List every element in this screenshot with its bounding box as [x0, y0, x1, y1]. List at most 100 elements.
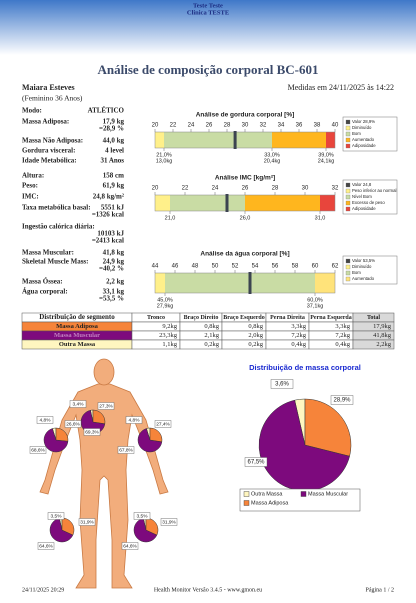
- gauge-threshold-label: 27,9kg: [157, 303, 174, 309]
- gauge-zone: [155, 273, 165, 293]
- gauge-tick-label: 30: [242, 123, 249, 129]
- field-label: Massa Muscular:: [22, 249, 74, 257]
- field-value: 33,1 kg: [103, 288, 125, 296]
- table-header: Tronco: [147, 315, 165, 321]
- gauge-threshold-label: 33,0%: [264, 152, 280, 158]
- pie-label-box: [133, 512, 151, 520]
- table-header: Braço Direito: [184, 315, 219, 321]
- gauge-tick-label: 22: [182, 186, 189, 192]
- legend-text: Excesso de peso: [352, 200, 385, 205]
- pie-label-box: [125, 416, 143, 424]
- pie-slice: [92, 409, 106, 425]
- field-value: 44,0 kg: [103, 137, 125, 145]
- legend-swatch: [345, 137, 351, 143]
- field-value: 5551 kJ: [101, 204, 125, 212]
- legend-swatch: [345, 125, 351, 131]
- gauge-title: Análise da água corporal [%]: [200, 251, 289, 258]
- gauge-threshold-label: 20,4kg: [264, 158, 281, 164]
- gauge-tick-label: 54: [252, 264, 259, 270]
- pie-label-box: [97, 402, 115, 410]
- patient-details: (Feminino 36 Anos): [22, 94, 83, 103]
- header-band: [0, 0, 416, 55]
- pie-label: 27,4%: [156, 421, 170, 427]
- gauge-threshold-label: 24,1kg: [318, 158, 335, 164]
- table-header: Braço Esquerdo: [223, 315, 265, 321]
- legend-text: Diminuído: [352, 125, 372, 130]
- gauge-tick-label: 20: [152, 186, 159, 192]
- pie-label: 3,6%: [275, 382, 289, 388]
- gauge-tick-label: 26: [206, 123, 213, 129]
- gauge-tick-label: 32: [332, 186, 339, 192]
- gauge-tick-label: 52: [232, 264, 239, 270]
- legend-text: Aumentado: [352, 276, 375, 281]
- table-value: Massa Adiposa: [56, 323, 98, 330]
- gauge-tick-label: 36: [296, 123, 303, 129]
- legend-swatch: [345, 206, 351, 212]
- pie-label-box: [244, 457, 268, 467]
- table-value: 9,2kg: [162, 323, 177, 330]
- legend-text: Bom: [352, 131, 361, 136]
- table-value: 2,2kg: [376, 341, 391, 348]
- table-value: 3,3kg: [291, 323, 306, 330]
- legend-swatch: [243, 500, 250, 506]
- legend-swatch: [345, 182, 351, 188]
- field-value: =1326 kcal: [92, 211, 124, 219]
- table-header: Total: [367, 315, 380, 321]
- gauge-threshold-label: 21,0%: [156, 152, 172, 158]
- gauge-tick-label: 62: [332, 264, 339, 270]
- legend-swatch: [345, 143, 351, 149]
- legend-text: Adiposidade: [352, 206, 376, 211]
- pie-label-box: [29, 446, 47, 454]
- field-label: Modo:: [22, 107, 42, 115]
- table-header: Perna Esquerda: [310, 315, 352, 321]
- table-value: 41,8kg: [373, 332, 392, 339]
- field-value: 24,8 kg/m²: [93, 193, 124, 201]
- legend-swatch: [300, 491, 307, 497]
- pie-label-box: [160, 518, 178, 526]
- table-value: 0,2kg: [204, 341, 219, 348]
- pie-label: 28,9%: [333, 398, 351, 404]
- gauge-zone: [245, 195, 320, 211]
- pie-label: 31,9%: [162, 519, 176, 525]
- gauge-tick-label: 24: [188, 123, 195, 129]
- pie-slice: [304, 398, 352, 457]
- footer-date: 24/11/2025 20:29: [22, 587, 64, 593]
- body-head: [93, 358, 115, 386]
- pie-label-box: [83, 428, 101, 436]
- gauge-tick-label: 50: [212, 264, 219, 270]
- measured: Medidas em 24/11/2025 às 14:22: [288, 83, 394, 92]
- table-value: 0,8kg: [204, 323, 219, 330]
- pie-label-box: [64, 420, 82, 428]
- field-label: Massa Óssea:: [22, 278, 63, 286]
- table-value: 0,8kg: [248, 323, 263, 330]
- gauge-zone: [326, 132, 335, 148]
- table-value: 17,9kg: [373, 323, 392, 330]
- gauge-zone: [320, 195, 335, 211]
- field-label: Massa Não Adiposa:: [22, 137, 83, 145]
- gauge-tick-label: 40: [332, 123, 339, 129]
- field-label: Gordura visceral:: [22, 147, 75, 155]
- gauge-tick-label: 32: [260, 123, 267, 129]
- field-value: 41,8 kg: [103, 249, 125, 257]
- pie-slice: [258, 399, 350, 492]
- legend-swatch: [345, 270, 351, 276]
- field-value: ATLÉTICO: [88, 107, 125, 115]
- field-value: =2413 kcal: [92, 237, 124, 245]
- field-label: Massa Adiposa:: [22, 118, 69, 126]
- pie-label: 3,5%: [137, 513, 149, 519]
- pie-label: 4,8%: [40, 417, 52, 423]
- table-value: 3,3kg: [335, 323, 350, 330]
- field-value: 31 Anos: [100, 157, 124, 165]
- gauge-zone: [164, 132, 272, 148]
- body-figure: [39, 383, 169, 589]
- field-value: 24,9 kg: [103, 258, 125, 266]
- field-value: 2,2 kg: [106, 278, 124, 286]
- legend-text: Adiposidade: [352, 143, 376, 148]
- table-value: 23,3kg: [159, 332, 178, 339]
- gauge-tick-label: 30: [302, 186, 309, 192]
- title: Análise de composição corporal BC-601: [98, 62, 319, 77]
- gauge-tick-label: 60: [312, 264, 319, 270]
- gauge-tick-label: 56: [272, 264, 279, 270]
- gauge-threshold-label: 13,0kg: [156, 158, 173, 164]
- legend-swatch: [345, 200, 351, 206]
